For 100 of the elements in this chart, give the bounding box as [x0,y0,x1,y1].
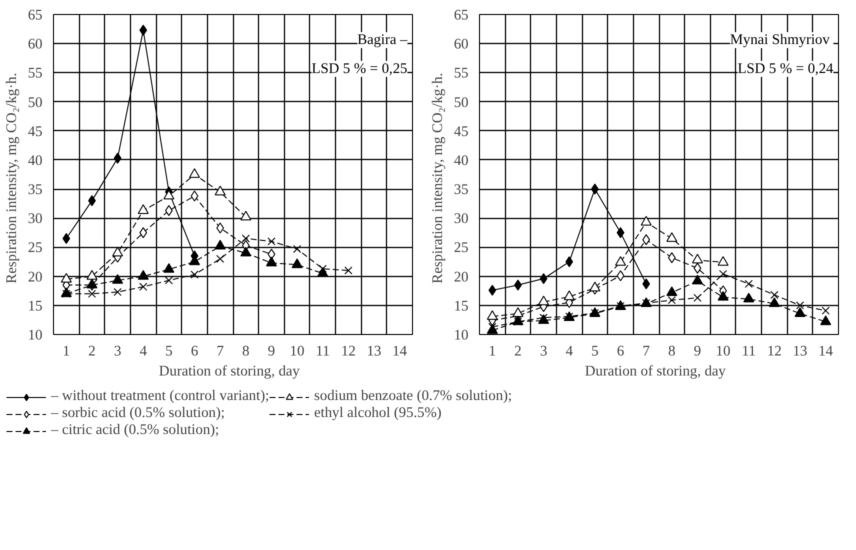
x-tick-label: 6 [190,344,198,360]
y-tick-label: 25 [454,240,468,256]
point [139,24,148,36]
y-tick-label: 55 [28,66,42,82]
point [822,306,830,315]
point [240,210,252,220]
x-tick-label: 2 [88,344,96,360]
point [794,307,806,317]
x-tick-label: 1 [488,344,496,360]
point [615,256,626,266]
point [62,233,70,244]
point [768,297,780,308]
y-tick-label: 50 [454,94,468,111]
point [138,204,149,214]
point [719,270,728,278]
x-tick-label: 12 [767,344,782,360]
y-tick-label: 65 [454,8,468,24]
legend-label: ethyl alcohol (95.5%) [314,405,442,422]
point [86,270,98,280]
y-tick-label: 15 [454,298,468,314]
point [488,284,496,296]
x-axis-title: Duration of storing, day [158,364,300,380]
point [114,288,122,296]
x-tick-label: 1 [62,344,70,360]
point [743,292,754,302]
y-tick-label: 10 [28,328,42,344]
y-tick-label: 40 [28,152,42,169]
y-tick-label: 15 [28,298,42,314]
x-tick-label: 4 [566,344,574,360]
x-tick-label: 8 [242,344,250,360]
point [240,246,252,256]
x-tick-label: 10 [290,344,304,360]
x-tick-label: 3 [540,344,548,360]
y-tick-label: 50 [28,94,42,111]
point [242,234,250,243]
x-tick-label: 8 [668,344,676,360]
y-tick-label: 45 [454,124,468,140]
x-tick-label: 7 [216,344,224,360]
point [642,278,650,290]
point [565,256,574,268]
x-tick-label: 13 [792,344,808,360]
point [512,307,524,317]
point [693,294,702,302]
point [318,264,327,273]
x-tick-label: 13 [366,344,382,360]
x-axis-title: Duration of storing, day [584,364,726,380]
point [138,270,149,280]
y-tick-label: 45 [28,124,42,140]
point [139,282,148,291]
point [744,280,753,288]
x-tick-label: 3 [114,344,122,360]
x-tick-label: 4 [140,344,148,360]
point [692,274,703,284]
annotation: LSD 5 % = 0,25 [312,60,408,77]
point [692,254,703,264]
point [718,290,729,301]
point [293,244,302,254]
y-tick-label: 20 [28,269,42,286]
legend-label: – sorbic acid (0.5% solution); [51,405,225,422]
point [190,270,199,279]
point [164,276,173,284]
x-tick-label: 5 [591,344,599,360]
x-tick-label: 14 [818,344,834,360]
point [86,278,98,288]
point [640,216,652,226]
x-tick-label: 9 [268,344,276,360]
x-tick-label: 9 [694,344,702,360]
y-tick-label: 55 [454,66,468,82]
x-tick-label: 12 [341,344,356,360]
x-tick-label: 5 [165,344,173,360]
x-tick-label: 7 [642,344,650,360]
point [216,222,224,234]
legend-label: – citric acid (0.5% solution); [51,422,220,439]
y-tick-label: 25 [28,240,42,256]
point [486,310,498,320]
point [214,240,226,250]
point [488,322,496,331]
point [163,263,174,273]
point [668,296,676,304]
y-axis-title: Respiration intensity, mg CO₂/kg·h. [4,72,20,284]
y-tick-label: 30 [454,211,468,228]
y-axis-title: Respiration intensity, mg CO₂/kg·h. [430,72,446,284]
point [668,252,676,264]
point [564,290,575,300]
y-tick-label: 10 [454,328,468,344]
legend-label: – without treatment (control variant); [51,388,270,405]
point [267,237,276,246]
x-tick-label: 6 [616,344,624,360]
point [589,282,600,292]
y-tick-label: 35 [454,182,468,198]
x-tick-label: 10 [716,344,730,360]
point [292,258,303,268]
point [666,286,678,296]
y-tick-label: 20 [454,269,468,286]
point [344,266,352,275]
point [88,290,96,298]
x-tick-label: 2 [514,344,522,360]
annotation: Mynai Shmyriov [730,32,830,48]
point [214,186,226,196]
y-tick-label: 60 [454,36,468,53]
